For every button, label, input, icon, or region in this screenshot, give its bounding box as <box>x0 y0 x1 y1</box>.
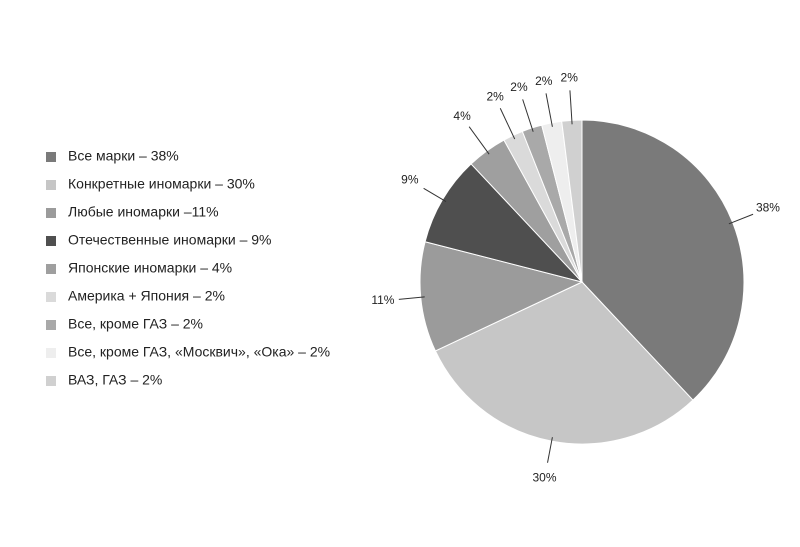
legend-label: ВАЗ, ГАЗ – 2% <box>68 372 162 388</box>
data-label: 11% <box>371 293 394 307</box>
data-label: 2% <box>486 90 504 104</box>
legend-label: Америка + Япония – 2% <box>68 288 225 304</box>
leader-line <box>398 296 425 300</box>
leader-line <box>547 437 553 463</box>
legend-swatch <box>46 208 56 218</box>
data-label: 38% <box>756 201 780 215</box>
data-label: 4% <box>453 109 471 123</box>
leader-line <box>522 99 534 132</box>
leader-line <box>728 213 754 225</box>
legend-label: Все марки – 38% <box>68 148 179 164</box>
legend-swatch <box>46 236 56 246</box>
leader-line <box>499 108 516 140</box>
data-label: 2% <box>535 74 553 88</box>
legend-swatch <box>46 348 56 358</box>
data-label: 9% <box>401 172 419 186</box>
leader-line <box>569 90 573 125</box>
legend-label: Все, кроме ГАЗ – 2% <box>68 316 203 332</box>
data-label: 2% <box>561 71 579 85</box>
leader-line <box>423 187 447 203</box>
data-label: 2% <box>510 80 528 94</box>
leader-line <box>468 126 490 155</box>
legend-swatch <box>46 320 56 330</box>
legend-swatch <box>46 292 56 302</box>
legend-swatch <box>46 152 56 162</box>
legend-label: Все, кроме ГАЗ, «Москвич», «Ока» – 2% <box>68 344 330 360</box>
leader-line <box>545 93 553 127</box>
legend-swatch <box>46 376 56 386</box>
data-label: 30% <box>533 471 557 485</box>
legend-label: Любые иномарки –11% <box>68 204 219 220</box>
legend-swatch <box>46 180 56 190</box>
legend-label: Конкретные иномарки – 30% <box>68 176 255 192</box>
legend-label: Отечественные иномарки – 9% <box>68 232 272 248</box>
legend-swatch <box>46 264 56 274</box>
legend-label: Японские иномарки – 4% <box>68 260 232 276</box>
